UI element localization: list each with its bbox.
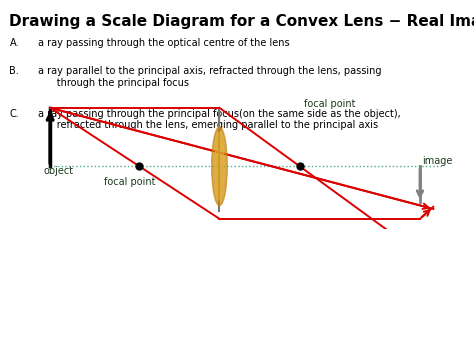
Text: a ray passing through the optical centre of the lens: a ray passing through the optical centre… — [38, 38, 290, 48]
Text: C.: C. — [9, 109, 19, 119]
Ellipse shape — [212, 127, 227, 206]
Text: a ray passing through the principal focus(on the same side as the object),
     : a ray passing through the principal focu… — [38, 109, 401, 130]
Text: B.: B. — [9, 66, 19, 76]
Ellipse shape — [215, 132, 224, 200]
Text: image: image — [422, 156, 453, 166]
Text: Drawing a Scale Diagram for a Convex Lens − Real Image: Drawing a Scale Diagram for a Convex Len… — [9, 14, 474, 29]
Text: a ray parallel to the principal axis, refracted through the lens, passing
      : a ray parallel to the principal axis, re… — [38, 66, 382, 88]
Text: focal point: focal point — [104, 177, 155, 187]
Text: focal point: focal point — [304, 99, 356, 109]
Text: A.: A. — [9, 38, 19, 48]
Text: object: object — [44, 166, 73, 176]
